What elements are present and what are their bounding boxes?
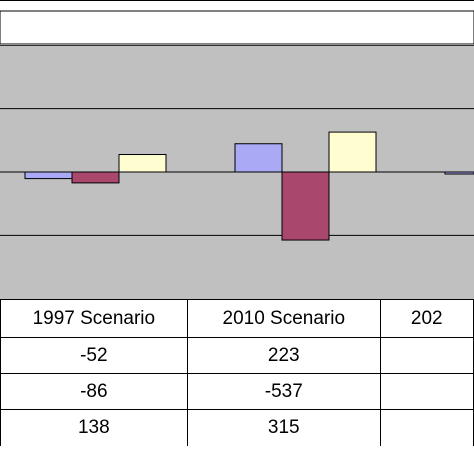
table-cell: 315 [186, 409, 381, 446]
table-cell: 138 [0, 409, 188, 446]
table-header-cell: 2010 Scenario [186, 299, 381, 338]
data-table: 1997 Scenario 2010 Scenario 202 -52 223 … [0, 299, 474, 446]
bar-series1-2 [234, 143, 283, 173]
table-row: 138 315 [0, 409, 474, 446]
table-header-cell: 202 [379, 299, 474, 338]
bar-series2-2 [281, 171, 330, 241]
table-header-row: 1997 Scenario 2010 Scenario 202 [0, 299, 474, 338]
table-row: -86 -537 [0, 373, 474, 410]
bar-series2-1 [71, 171, 120, 184]
chart-plot [0, 10, 474, 299]
table-cell: -52 [0, 337, 188, 374]
chart-title-area [0, 10, 474, 45]
table-cell: -537 [186, 373, 381, 410]
table-row: -52 223 [0, 337, 474, 374]
table-cell [379, 373, 474, 410]
table-cell [379, 409, 474, 446]
table-cell: -86 [0, 373, 188, 410]
table-header-cell: 1997 Scenario [0, 299, 188, 338]
gridlines [0, 44, 474, 236]
table-cell: 223 [186, 337, 381, 374]
bar-series3-1 [118, 154, 167, 173]
table-cell [379, 337, 474, 374]
bar-series1-1 [24, 171, 73, 180]
bar-series3-2 [328, 131, 377, 173]
bars [24, 131, 474, 241]
